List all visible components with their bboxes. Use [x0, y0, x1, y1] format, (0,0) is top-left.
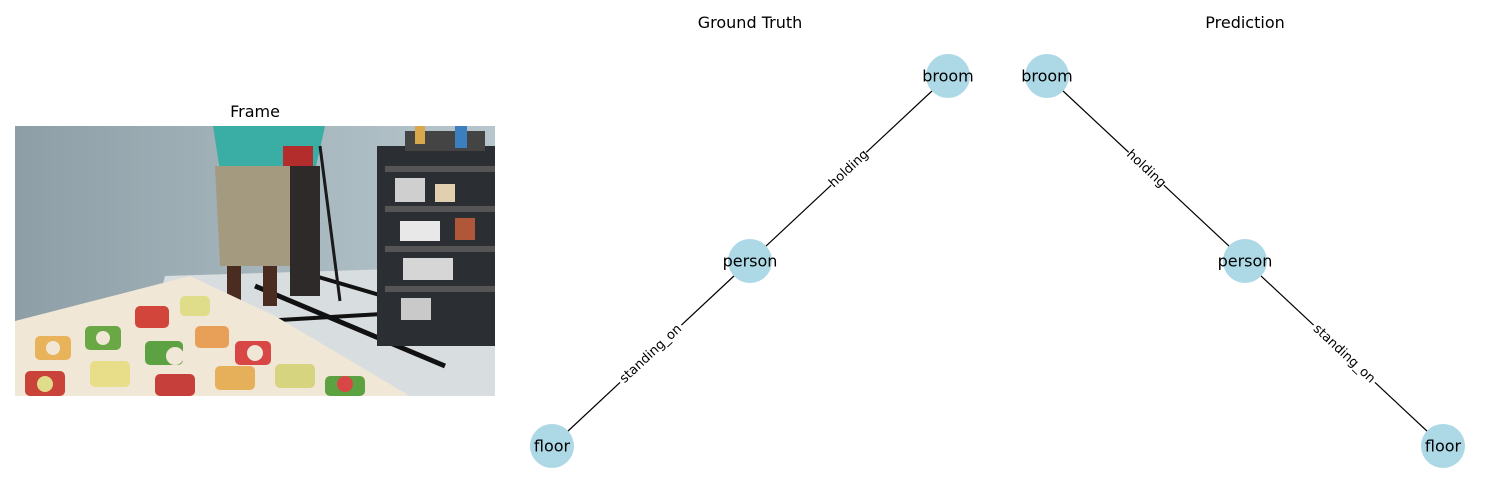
svg-text:holding: holding	[826, 147, 871, 191]
ground-truth-title: Ground Truth	[697, 13, 803, 32]
gt-node-broom: broom	[922, 54, 974, 98]
frame-image	[15, 126, 495, 396]
gt-edge-label-standing-on: standing_on	[614, 318, 688, 390]
svg-text:floor: floor	[1425, 437, 1462, 456]
video-frame	[15, 126, 495, 396]
svg-text:broom: broom	[1021, 67, 1073, 86]
svg-text:broom: broom	[922, 67, 974, 86]
pred-edge-label-holding: holding	[1122, 146, 1170, 192]
pred-node-floor: floor	[1421, 424, 1465, 468]
svg-text:holding: holding	[1123, 147, 1168, 191]
svg-text:person: person	[723, 252, 778, 271]
pred-edge-label-standing-on: standing_on	[1307, 318, 1381, 390]
pred-node-broom: broom	[1021, 54, 1073, 98]
pred-node-person: person	[1218, 239, 1273, 283]
svg-text:person: person	[1218, 252, 1273, 271]
svg-text:floor: floor	[534, 437, 571, 456]
gt-node-floor: floor	[530, 424, 574, 468]
svg-text:standing_on: standing_on	[617, 322, 685, 387]
svg-text:standing_on: standing_on	[1310, 322, 1378, 387]
gt-edge-label-holding: holding	[825, 146, 873, 192]
prediction-title: Prediction	[1205, 13, 1285, 32]
gt-node-person: person	[723, 239, 778, 283]
frame-title: Frame	[230, 102, 280, 121]
